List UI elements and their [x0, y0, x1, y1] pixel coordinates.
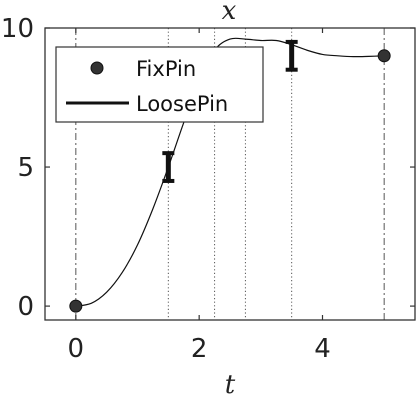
y-tick-label-1: 5: [17, 153, 34, 183]
legend-loosepin-label: LoosePin: [136, 92, 228, 116]
legend: FixPin LoosePin: [55, 46, 264, 123]
legend-fixpin-label: FixPin: [136, 57, 196, 81]
x-tick-label-0: 0: [68, 334, 85, 364]
y-tick-label-2: 10: [1, 14, 34, 44]
error-bars: [162, 39, 298, 183]
curve-layer: [75, 37, 385, 307]
x-axis-label: t: [225, 370, 236, 400]
x-tick-label-2: 4: [314, 334, 331, 364]
fixpin-point-1: [377, 49, 391, 63]
series-loosepin-line: [75, 37, 385, 307]
chart-title: x: [222, 0, 237, 26]
legend-box: [55, 46, 264, 123]
fixpin-point-0: [69, 299, 83, 313]
legend-fixpin-marker: [90, 61, 104, 75]
x-tick-label-1: 2: [191, 334, 208, 364]
markers: [69, 49, 391, 313]
ticks: 0 2 4 0 5 10: [1, 14, 415, 364]
y-tick-label-0: 0: [17, 292, 34, 322]
plot-area-frame: [44, 27, 416, 321]
